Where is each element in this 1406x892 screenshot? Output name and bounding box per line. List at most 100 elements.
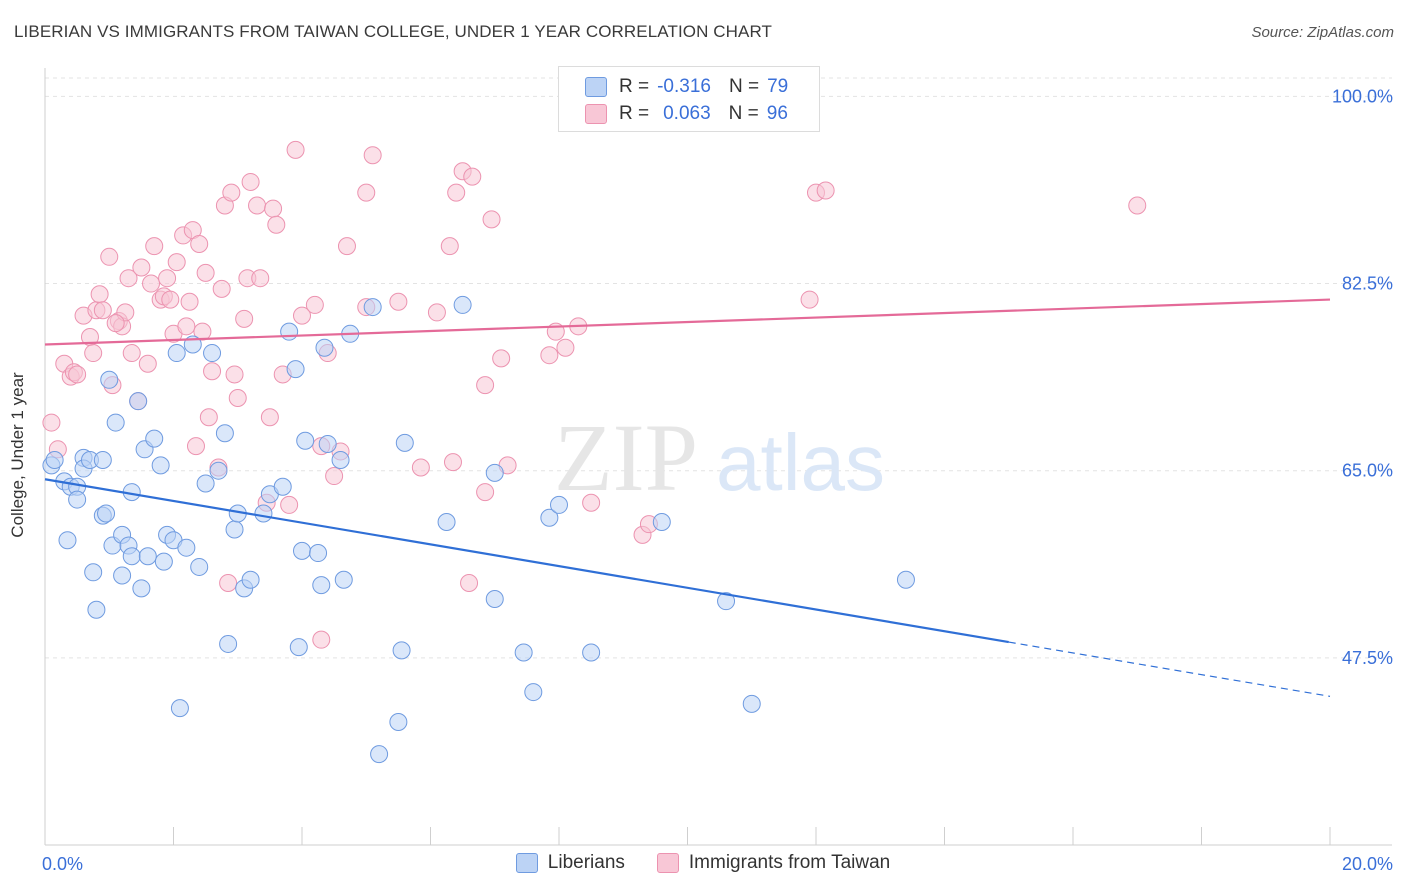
legend-n-label: N = (728, 76, 760, 97)
taiwan-point (460, 573, 479, 592)
liberian-point (582, 643, 601, 662)
legend-r-label: R = (619, 76, 650, 97)
stats-legend: R = -0.316 N = 79 R = 0.063 N = 96 (558, 66, 820, 132)
taiwan-point (145, 237, 164, 256)
liberian-point (170, 699, 189, 718)
taiwan-point (161, 290, 180, 309)
legend-r-label: R = (619, 103, 650, 124)
legend-row-liberians: R = -0.316 N = 79 (585, 75, 788, 99)
liberian-point (485, 590, 504, 609)
taiwan-point (196, 263, 215, 282)
taiwan-point (800, 290, 819, 309)
taiwan-point (84, 344, 103, 363)
taiwan-point (251, 269, 270, 288)
taiwan-point (138, 354, 157, 373)
taiwan-point (132, 258, 151, 277)
taiwan-point (90, 285, 109, 304)
legend-label-liberians: Liberians (547, 852, 625, 873)
liberian-point (363, 298, 382, 317)
liberian-point (318, 434, 337, 453)
taiwan-point (447, 183, 466, 202)
y-axis-label: College, Under 1 year (8, 372, 27, 538)
liberian-point (334, 570, 353, 589)
taiwan-point (228, 388, 247, 407)
liberian-point (87, 600, 106, 619)
liberian-point (58, 531, 77, 550)
taiwan-point (177, 317, 196, 336)
taiwan-point (190, 234, 209, 253)
legend-swatch-blue (585, 77, 607, 97)
taiwan-point (476, 483, 495, 502)
liberian-point (93, 451, 112, 469)
taiwan-point (582, 493, 601, 512)
liberian-point (453, 295, 472, 314)
taiwan-point (492, 349, 511, 368)
liberian-point (485, 463, 504, 482)
liberian-point (225, 520, 244, 539)
liberian-point (742, 694, 761, 713)
liberian-point (717, 592, 736, 611)
taiwan-point (293, 306, 311, 325)
taiwan-point (357, 183, 376, 202)
liberian-point (312, 576, 331, 595)
liberian-point (254, 504, 273, 523)
taiwan-point (122, 344, 141, 363)
tick-labels: 47.5% 65.0% 82.5% 100.0% 0.0% 20.0% (42, 86, 1393, 874)
taiwan-point (312, 630, 331, 649)
taiwan-trend-line (44, 298, 1331, 346)
trend-lines (44, 298, 1331, 697)
legend-item-taiwan[interactable]: Immigrants from Taiwan (656, 852, 891, 874)
taiwan-point (142, 274, 161, 293)
liberian-point (296, 431, 315, 450)
liberian-point (68, 490, 87, 509)
taiwan-point (337, 237, 356, 256)
liberian-point (190, 557, 209, 576)
liberian-point (122, 547, 141, 566)
taiwan-point (42, 413, 61, 432)
taiwan-point (427, 303, 446, 322)
legend-n-value: 96 (766, 103, 788, 124)
legend-r-value: 0.063 (663, 103, 711, 124)
watermark-atlas: atlas (716, 418, 885, 507)
taiwan-point (816, 181, 835, 200)
taiwan-point (540, 346, 559, 365)
taiwan-point (225, 365, 244, 384)
liberian-point (196, 474, 215, 493)
taiwan-point (411, 458, 430, 477)
liberian-point (84, 563, 103, 582)
taiwan-point (158, 269, 177, 288)
legend-n-label: N = (728, 103, 759, 124)
taiwan-point (556, 338, 575, 357)
liberian-point (177, 538, 196, 557)
liberian-point (219, 634, 238, 653)
taiwan-point (180, 292, 199, 311)
liberian-point (309, 544, 328, 563)
taiwan-point (1128, 196, 1147, 215)
liberian-point (241, 570, 260, 589)
legend-label-taiwan: Immigrants from Taiwan (688, 852, 891, 873)
taiwan-point (482, 210, 501, 229)
taiwan-point (443, 453, 462, 472)
liberian-point (550, 495, 568, 514)
legend-swatch-pink (656, 853, 679, 873)
liberian-point (273, 477, 292, 496)
taiwan-point (203, 362, 222, 381)
y-tick-label: 47.5% (1342, 648, 1393, 668)
liberian-point (652, 513, 671, 532)
liberian-points (42, 295, 915, 764)
taiwan-point (100, 247, 119, 266)
liberian-point (293, 541, 311, 560)
liberian-point (129, 392, 148, 411)
axes (44, 68, 1392, 846)
liberian-point (45, 451, 64, 469)
taiwan-point (186, 437, 205, 456)
liberian-point (215, 424, 234, 443)
legend-swatch-pink (585, 104, 607, 124)
taiwan-point (241, 172, 260, 191)
taiwan-point (440, 237, 459, 256)
watermark: ZIP atlas (554, 404, 885, 511)
liberian-trend-extension (1008, 641, 1331, 697)
legend-item-liberians[interactable]: Liberians (515, 852, 625, 874)
liberian-point (540, 508, 559, 527)
liberian-point (113, 566, 132, 585)
